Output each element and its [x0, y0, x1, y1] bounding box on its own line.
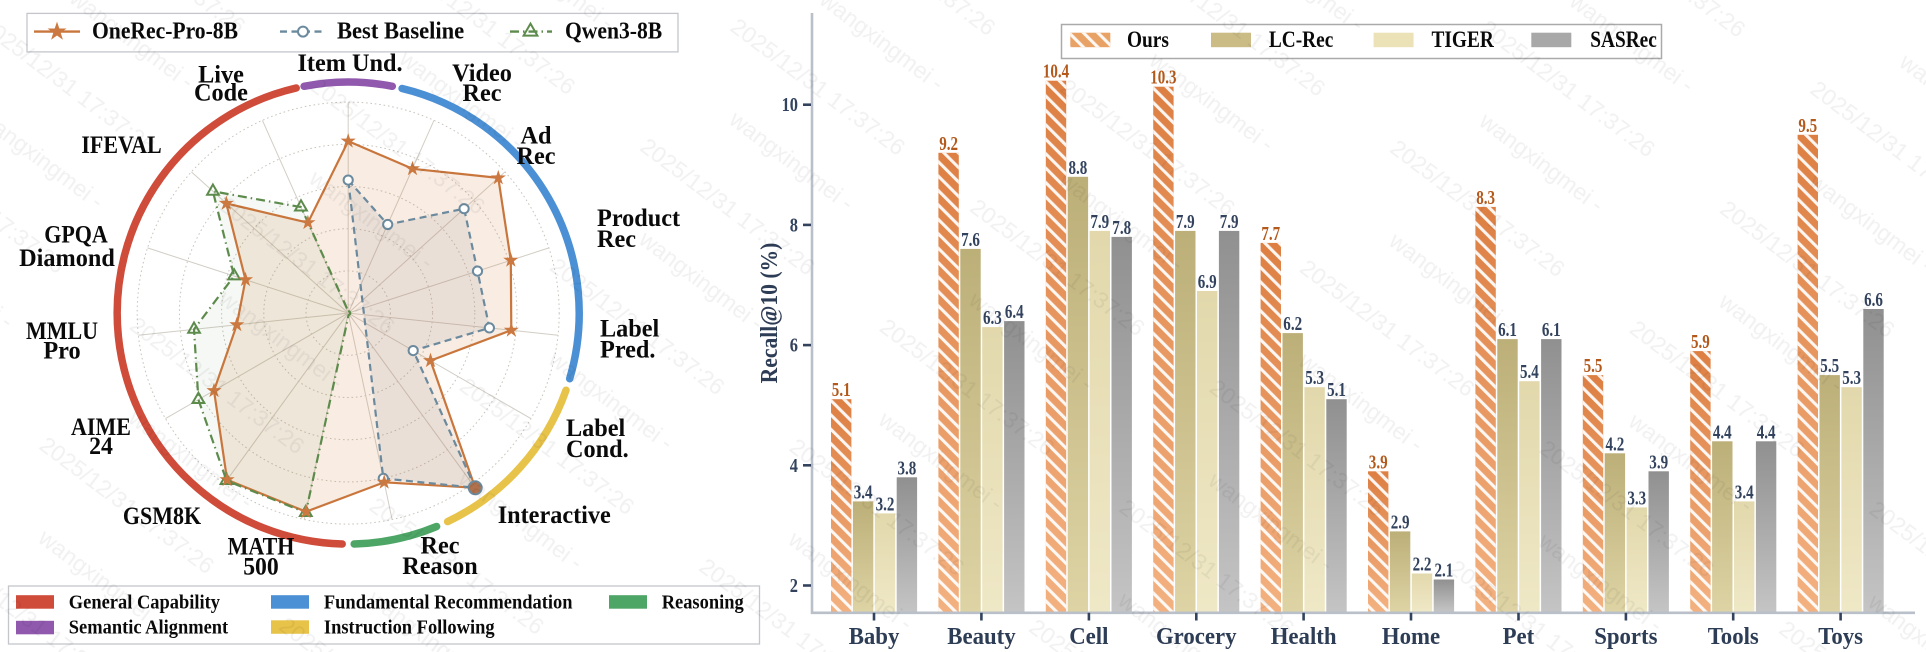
svg-text:5.1: 5.1	[1327, 379, 1346, 401]
svg-text:TIGER: TIGER	[1432, 27, 1495, 52]
svg-text:Beauty: Beauty	[947, 624, 1015, 650]
svg-text:Recall@10 (%): Recall@10 (%)	[760, 243, 783, 384]
svg-text:Item Und.: Item Und.	[297, 50, 402, 77]
svg-text:Best Baseline: Best Baseline	[337, 19, 465, 45]
svg-text:Instruction Following: Instruction Following	[324, 617, 495, 639]
svg-text:4.2: 4.2	[1606, 433, 1625, 455]
svg-text:Semantic Alignment: Semantic Alignment	[69, 617, 229, 639]
svg-text:10.4: 10.4	[1043, 61, 1069, 83]
svg-text:Diamond: Diamond	[19, 245, 115, 272]
svg-text:7.9: 7.9	[1220, 211, 1239, 233]
svg-text:Rec: Rec	[597, 226, 636, 253]
svg-text:Rec: Rec	[517, 143, 556, 170]
svg-text:7.9: 7.9	[1090, 211, 1109, 233]
svg-text:6.2: 6.2	[1283, 313, 1302, 335]
svg-text:9.5: 9.5	[1798, 115, 1817, 137]
svg-text:9.2: 9.2	[939, 133, 958, 155]
svg-text:Cond.: Cond.	[566, 436, 629, 463]
svg-text:IFEVAL: IFEVAL	[81, 132, 161, 159]
svg-text:LC-Rec: LC-Rec	[1269, 27, 1333, 52]
svg-text:5.5: 5.5	[1820, 355, 1839, 377]
svg-text:24: 24	[89, 433, 113, 460]
svg-text:Toys: Toys	[1818, 624, 1863, 650]
svg-text:3.4: 3.4	[1735, 481, 1754, 503]
svg-text:Fundamental Recommendation: Fundamental Recommendation	[324, 592, 573, 614]
svg-text:5.5: 5.5	[1584, 355, 1603, 377]
svg-text:5.3: 5.3	[1305, 367, 1324, 389]
svg-text:10.3: 10.3	[1150, 67, 1176, 89]
svg-text:Grocery: Grocery	[1156, 624, 1237, 650]
svg-text:Baby: Baby	[849, 624, 900, 650]
svg-text:7.9: 7.9	[1176, 211, 1195, 233]
svg-text:5.3: 5.3	[1842, 367, 1861, 389]
svg-text:5.1: 5.1	[832, 379, 851, 401]
svg-text:3.3: 3.3	[1627, 487, 1646, 509]
svg-text:5.9: 5.9	[1691, 331, 1710, 353]
svg-text:Pred.: Pred.	[600, 337, 656, 364]
svg-text:6.4: 6.4	[1005, 301, 1024, 323]
svg-text:6.9: 6.9	[1198, 271, 1217, 293]
svg-text:Home: Home	[1382, 624, 1441, 650]
svg-text:8.3: 8.3	[1476, 187, 1495, 209]
svg-text:3.8: 3.8	[898, 457, 917, 479]
svg-text:Qwen3-8B: Qwen3-8B	[565, 19, 662, 45]
svg-text:2.9: 2.9	[1391, 511, 1410, 533]
svg-text:6.3: 6.3	[983, 307, 1002, 329]
svg-text:Cell: Cell	[1069, 624, 1109, 650]
svg-text:Reason: Reason	[402, 553, 477, 580]
svg-text:7.7: 7.7	[1261, 223, 1280, 245]
svg-text:10: 10	[782, 95, 798, 116]
svg-text:3.2: 3.2	[876, 493, 895, 515]
svg-text:Reasoning: Reasoning	[662, 592, 745, 614]
svg-text:6: 6	[790, 336, 798, 357]
svg-text:Health: Health	[1271, 624, 1337, 650]
svg-text:4.4: 4.4	[1757, 421, 1776, 443]
svg-text:GSM8K: GSM8K	[123, 503, 202, 530]
svg-text:Ours: Ours	[1127, 27, 1169, 52]
svg-text:OneRec-Pro-8B: OneRec-Pro-8B	[92, 19, 238, 45]
svg-text:5.4: 5.4	[1520, 361, 1539, 383]
svg-text:2.2: 2.2	[1413, 553, 1432, 575]
svg-text:6.1: 6.1	[1498, 319, 1517, 341]
svg-text:3.9: 3.9	[1369, 451, 1388, 473]
svg-text:8.8: 8.8	[1069, 157, 1088, 179]
svg-text:6.6: 6.6	[1864, 289, 1883, 311]
svg-text:General Capability: General Capability	[69, 592, 221, 614]
svg-text:4.4: 4.4	[1713, 421, 1732, 443]
svg-text:2: 2	[790, 576, 798, 597]
svg-text:500: 500	[243, 554, 279, 581]
svg-text:SASRec: SASRec	[1590, 27, 1657, 52]
svg-text:4: 4	[790, 456, 798, 477]
svg-text:2.1: 2.1	[1435, 559, 1454, 581]
svg-text:Tools: Tools	[1708, 624, 1759, 650]
svg-text:3.4: 3.4	[854, 481, 873, 503]
svg-text:7.6: 7.6	[961, 229, 980, 251]
svg-text:Pro: Pro	[43, 338, 80, 365]
svg-text:Pet: Pet	[1503, 624, 1535, 650]
svg-text:7.8: 7.8	[1112, 217, 1131, 239]
svg-text:Interactive: Interactive	[498, 502, 611, 529]
svg-text:6.1: 6.1	[1542, 319, 1561, 341]
svg-text:Code: Code	[194, 80, 248, 107]
svg-text:8: 8	[790, 215, 798, 236]
svg-text:Sports: Sports	[1594, 624, 1657, 650]
svg-text:3.9: 3.9	[1649, 451, 1668, 473]
svg-text:Rec: Rec	[463, 80, 502, 107]
